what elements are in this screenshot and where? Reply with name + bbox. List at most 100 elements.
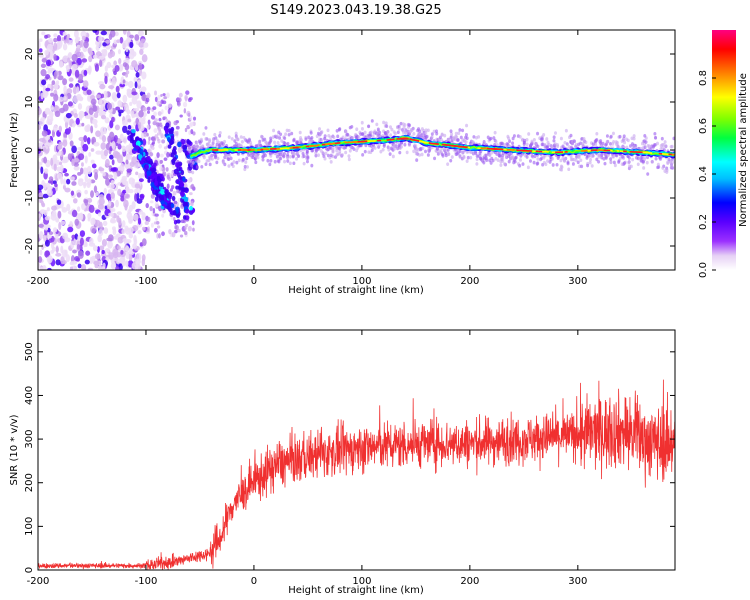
- heatmap-cell: [623, 140, 627, 145]
- heatmap-cell: [40, 92, 44, 100]
- heatmap-cell: [273, 140, 277, 145]
- heatmap-cell: [174, 229, 178, 234]
- heatmap-cell: [106, 61, 112, 69]
- heatmap-cell: [530, 139, 534, 144]
- heatmap-cell: [326, 128, 330, 133]
- heatmap-cell: [138, 110, 144, 118]
- heatmap-cell: [288, 154, 292, 159]
- heatmap-cell: [45, 87, 51, 92]
- spectrogram-y-tick-label: 0: [24, 147, 35, 153]
- heatmap-ridge-core: [629, 150, 641, 154]
- heatmap-cell: [55, 252, 62, 257]
- heatmap-cell: [107, 200, 112, 207]
- heatmap-cell: [208, 138, 212, 142]
- heatmap-cell: [573, 139, 577, 144]
- heatmap-cell: [536, 131, 540, 136]
- heatmap-cell: [69, 39, 73, 46]
- heatmap-cell: [107, 174, 114, 179]
- heatmap-cell: [643, 133, 647, 138]
- heatmap-cell: [260, 134, 264, 139]
- heatmap-cell: [256, 155, 260, 160]
- heatmap-cell: [595, 131, 599, 136]
- heatmap-cell: [447, 137, 451, 142]
- heatmap-cell: [58, 161, 63, 166]
- heatmap-ridge-core: [334, 142, 341, 145]
- heatmap-cell: [85, 250, 91, 256]
- heatmap-cell: [142, 106, 147, 112]
- heatmap-cell: [104, 75, 108, 85]
- heatmap-cell: [376, 127, 380, 132]
- heatmap-cell: [565, 142, 569, 146]
- heatmap-cell: [606, 153, 610, 157]
- heatmap-cell: [173, 168, 179, 175]
- heatmap-cell: [156, 233, 159, 239]
- heatmap-cell: [129, 34, 134, 39]
- heatmap-cell: [535, 162, 539, 166]
- heatmap-cell: [98, 228, 104, 237]
- heatmap-cell: [46, 207, 50, 212]
- heatmap-cell: [143, 42, 149, 48]
- heatmap-cell: [75, 117, 80, 125]
- heatmap-cell: [214, 136, 218, 140]
- heatmap-cell: [98, 35, 103, 43]
- heatmap-cell: [64, 187, 71, 193]
- heatmap-cell: [114, 124, 120, 131]
- heatmap-cell: [191, 160, 195, 165]
- heatmap-cell: [187, 98, 192, 103]
- heatmap-cell: [176, 101, 181, 107]
- heatmap-cell: [204, 137, 208, 141]
- heatmap-cell: [62, 55, 69, 63]
- heatmap-cell: [221, 142, 225, 147]
- heatmap-cell: [579, 158, 583, 163]
- heatmap-cell: [132, 243, 138, 250]
- heatmap-cell: [38, 184, 44, 190]
- snr-y-tick-label: 0: [24, 567, 35, 573]
- heatmap-cell: [207, 142, 211, 146]
- heatmap-cell: [129, 48, 135, 55]
- heatmap-cell: [305, 159, 309, 164]
- heatmap-cell: [275, 134, 279, 138]
- heatmap-cell: [525, 142, 529, 147]
- heatmap-cell: [182, 101, 188, 108]
- heatmap-cell: [140, 132, 144, 139]
- heatmap-cell: [72, 249, 77, 254]
- heatmap-cell: [211, 138, 215, 143]
- heatmap-cell: [100, 103, 107, 111]
- heatmap-cell: [152, 106, 157, 110]
- heatmap-cell: [597, 159, 601, 164]
- heatmap-cell: [632, 144, 636, 149]
- heatmap-cell: [56, 172, 63, 180]
- heatmap-cell: [63, 178, 67, 186]
- heatmap-cell: [48, 176, 54, 182]
- heatmap-cell: [137, 30, 145, 37]
- heatmap-cell: [66, 203, 71, 212]
- heatmap-cell: [440, 152, 444, 157]
- heatmap-cell: [131, 262, 138, 270]
- heatmap-cell: [71, 63, 78, 70]
- heatmap-cell: [600, 153, 604, 157]
- heatmap-cell: [58, 221, 62, 231]
- heatmap-cell: [315, 134, 319, 139]
- heatmap-cell: [121, 179, 127, 185]
- heatmap-cell: [287, 132, 291, 137]
- heatmap-cell: [269, 136, 273, 141]
- heatmap-cell: [115, 106, 121, 111]
- heatmap-cell: [38, 107, 42, 116]
- heatmap-cell: [104, 158, 110, 167]
- heatmap-cell: [109, 120, 114, 129]
- heatmap-cell: [106, 102, 113, 110]
- heatmap-cell: [357, 135, 361, 140]
- heatmap-cell: [146, 132, 149, 137]
- heatmap-cell: [127, 215, 134, 223]
- heatmap-cell: [268, 162, 272, 167]
- heatmap-cell: [169, 188, 174, 192]
- heatmap-cell: [533, 154, 537, 159]
- heatmap-cell: [38, 161, 43, 166]
- heatmap-cell: [128, 80, 134, 89]
- heatmap-cell: [350, 136, 354, 140]
- heatmap-cell: [53, 33, 58, 38]
- heatmap-cell: [632, 134, 636, 138]
- heatmap-cell: [618, 156, 622, 161]
- heatmap-cell: [154, 196, 159, 202]
